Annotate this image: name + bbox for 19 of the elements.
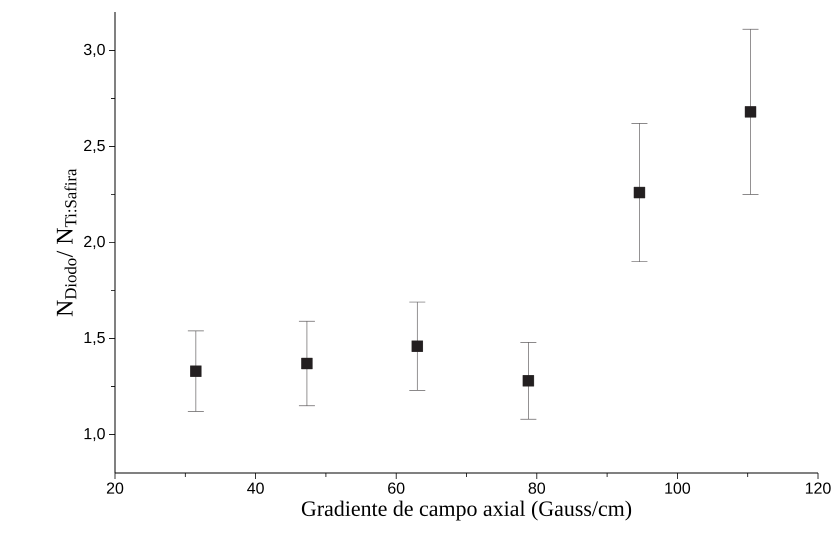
point [412,340,423,352]
y-tick-label: 3,0 [84,44,105,57]
point [301,358,313,370]
x-axis-title: Gradiente de campo axial (Gauss/cm) [302,500,632,521]
x-tick-label: 120 [806,482,831,494]
x-tick-label: 20 [106,482,124,494]
y-tick-label: 2,0 [84,236,105,250]
x-tick-label: 40 [247,482,264,494]
x-tick-label: 80 [528,482,546,494]
point [744,106,756,118]
x-tick-label: 100 [665,482,690,494]
y-tick-label: 1,0 [84,428,105,442]
x-tick-label: 60 [388,482,404,494]
y-tick-label: 2,5 [84,140,105,154]
point [522,375,534,386]
point [190,365,202,377]
y-axis-title: N$_{Diodo}$/ N$_{Ti:Safira}$ [56,168,76,316]
point [634,186,646,198]
y-tick-label: 1,5 [84,332,105,346]
